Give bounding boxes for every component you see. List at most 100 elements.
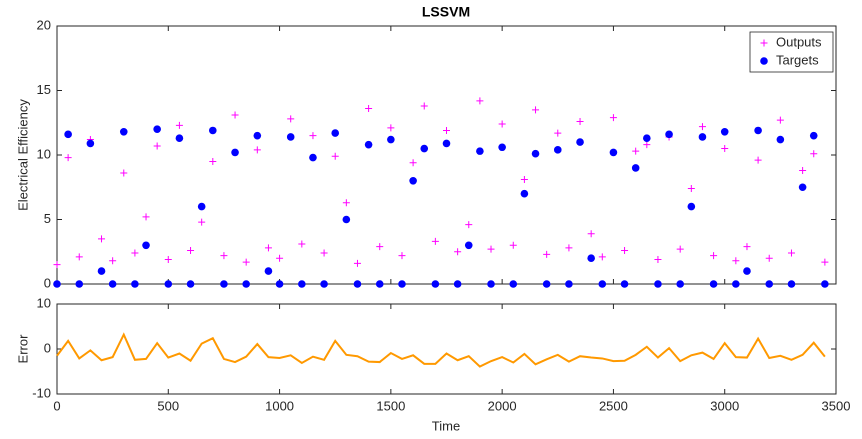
target-point <box>442 139 451 148</box>
y-tick-label: 5 <box>44 211 51 226</box>
target-point <box>609 148 618 157</box>
output-point <box>698 123 706 131</box>
output-point <box>209 157 217 165</box>
target-point <box>53 280 61 288</box>
target-point <box>565 280 573 288</box>
output-point <box>676 245 684 253</box>
output-point <box>476 97 484 105</box>
target-point <box>676 280 684 288</box>
output-point <box>576 117 584 125</box>
output-point <box>298 240 306 248</box>
output-point <box>498 120 506 128</box>
target-point <box>97 267 106 275</box>
target-point <box>598 280 607 288</box>
target-point <box>476 147 484 155</box>
target-point <box>487 280 495 288</box>
target-point <box>720 127 729 136</box>
target-point <box>531 149 540 158</box>
target-point <box>509 280 518 288</box>
output-point <box>799 166 807 174</box>
target-point <box>153 125 161 133</box>
target-point <box>142 241 150 250</box>
plot-area <box>56 25 837 285</box>
target-point <box>787 280 796 288</box>
output-point <box>520 176 528 184</box>
y-tick-label: 15 <box>37 82 51 97</box>
output-point <box>53 261 61 269</box>
target-point <box>798 183 807 192</box>
output-point <box>376 243 384 251</box>
output-point <box>109 257 117 265</box>
target-point <box>209 126 217 135</box>
target-point <box>520 189 529 198</box>
target-point <box>286 133 295 141</box>
target-point <box>231 148 239 157</box>
output-point <box>98 235 106 243</box>
output-point <box>687 185 695 193</box>
output-point <box>632 147 640 155</box>
output-point <box>787 249 795 257</box>
target-point <box>687 202 696 211</box>
target-point <box>709 280 718 288</box>
output-point <box>175 121 183 129</box>
legend <box>749 31 834 73</box>
y-tick-label: 0 <box>44 340 51 355</box>
output-point <box>487 245 495 253</box>
target-point <box>398 280 406 288</box>
output-point <box>75 253 83 261</box>
output-point <box>398 252 406 260</box>
target-point <box>809 131 818 140</box>
target-point <box>576 138 584 146</box>
y-tick-label: -10 <box>32 385 51 400</box>
target-point <box>364 140 373 149</box>
target-point <box>553 146 562 154</box>
output-point <box>153 142 161 150</box>
target-point <box>253 131 262 140</box>
target-point <box>464 241 473 250</box>
output-point <box>409 159 417 167</box>
target-point <box>732 280 740 288</box>
target-point <box>431 280 440 288</box>
output-point <box>565 244 573 252</box>
output-point <box>543 250 551 258</box>
y-tick-label: 0 <box>44 275 51 290</box>
target-point <box>409 177 417 185</box>
target-point <box>331 129 340 137</box>
target-point <box>342 215 351 224</box>
target-point <box>375 280 384 288</box>
output-point <box>353 259 361 267</box>
output-point <box>431 237 439 245</box>
output-point <box>264 244 272 252</box>
target-point <box>131 280 139 288</box>
y-tick-label: 20 <box>37 17 51 32</box>
x-tick-label: 3500 <box>822 398 851 413</box>
legend-label: Outputs <box>776 34 822 49</box>
output-point <box>142 213 150 221</box>
target-point <box>197 202 206 211</box>
target-point <box>776 135 785 144</box>
target-point <box>75 280 84 288</box>
target-point <box>387 135 395 144</box>
output-point <box>187 246 195 254</box>
y-axis-label: Electrical Efficiency <box>15 99 30 211</box>
target-point <box>698 133 707 141</box>
target-point <box>108 280 117 288</box>
x-tick-label: 2000 <box>488 398 517 413</box>
target-point <box>620 280 629 288</box>
output-point <box>120 169 128 177</box>
target-point <box>498 143 506 152</box>
output-point <box>465 221 473 229</box>
target-point <box>587 254 595 262</box>
target-point <box>175 134 184 143</box>
output-point <box>287 115 295 123</box>
output-point <box>164 255 172 263</box>
target-point <box>320 280 328 288</box>
output-point <box>198 218 206 226</box>
x-tick-label: 1000 <box>265 398 294 413</box>
target-point <box>453 280 462 288</box>
output-point <box>342 199 350 207</box>
legend-marker <box>760 57 768 65</box>
y-tick-label: 10 <box>37 295 51 310</box>
target-point <box>631 164 640 172</box>
